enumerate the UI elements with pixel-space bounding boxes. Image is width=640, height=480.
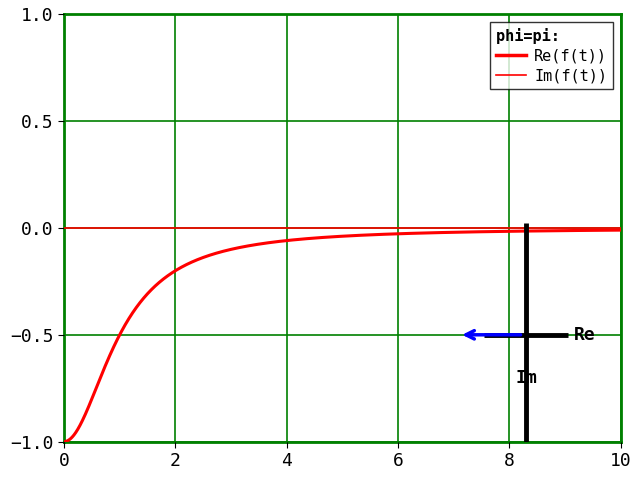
Legend: Re(f(t)), Im(f(t)): Re(f(t)), Im(f(t)): [490, 22, 613, 89]
Text: Re: Re: [573, 326, 595, 344]
Text: Im: Im: [515, 369, 537, 387]
